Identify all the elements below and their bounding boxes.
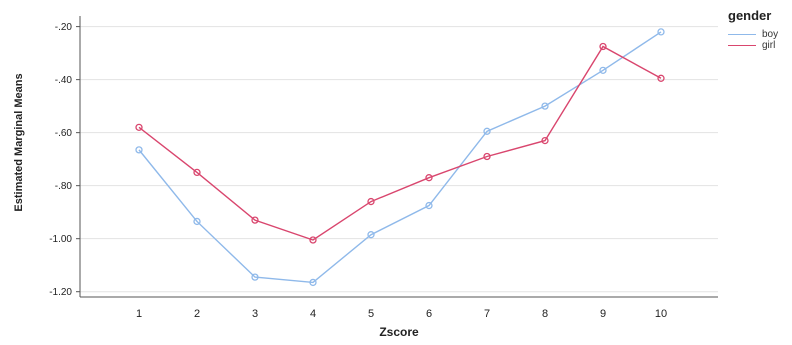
- x-tick-label: 8: [542, 308, 548, 320]
- x-tick-label: 2: [194, 308, 200, 320]
- data-point-girl: [251, 216, 259, 224]
- x-tick-label: 6: [426, 308, 432, 320]
- y-tick-label: -1.20: [49, 287, 72, 298]
- legend-label-boy: boy: [762, 29, 779, 40]
- x-tick-label: 9: [600, 308, 606, 320]
- data-point-girl: [309, 236, 317, 244]
- legend-swatch-boy: [728, 34, 756, 35]
- x-tick-label: 1: [136, 308, 142, 320]
- data-point-girl: [367, 197, 375, 206]
- y-tick-label: -1.00: [49, 234, 72, 245]
- y-tick-label: -.80: [55, 181, 73, 192]
- data-point-girl: [541, 136, 549, 145]
- data-point-boy: [657, 28, 665, 36]
- data-point-boy: [193, 217, 201, 226]
- data-point-boy: [483, 127, 491, 135]
- x-tick-label: 7: [484, 308, 490, 320]
- x-tick-label: 5: [368, 308, 374, 320]
- x-tick-label: 4: [310, 308, 316, 320]
- data-point-girl: [599, 42, 607, 51]
- data-point-boy: [599, 66, 607, 74]
- legend-item-girl: girl: [728, 40, 778, 51]
- data-point-girl: [193, 168, 201, 177]
- series-line-girl: [138, 45, 662, 241]
- y-tick-label: -.40: [55, 75, 73, 86]
- legend-label-girl: girl: [762, 40, 776, 51]
- x-axis-title: Zscore: [379, 325, 419, 339]
- data-point-boy: [541, 102, 549, 110]
- data-point-boy: [309, 278, 317, 287]
- data-point-boy: [425, 201, 433, 210]
- data-point-boy: [251, 273, 259, 281]
- data-point-girl: [483, 152, 491, 161]
- data-point-girl: [425, 174, 433, 182]
- data-point-boy: [367, 231, 375, 239]
- y-tick-label: -.60: [55, 128, 73, 139]
- legend-swatch-girl: [728, 45, 756, 46]
- legend: gender boy girl: [728, 8, 778, 51]
- series-line-boy: [138, 31, 662, 284]
- legend-item-boy: boy: [728, 29, 778, 40]
- y-axis-title: Estimated Marginal Means: [13, 73, 25, 211]
- data-point-girl: [657, 74, 665, 82]
- legend-title: gender: [728, 8, 772, 23]
- data-point-girl: [135, 123, 143, 131]
- x-tick-label: 10: [655, 308, 667, 320]
- y-tick-label: -.20: [55, 22, 73, 33]
- x-tick-label: 3: [252, 308, 258, 320]
- data-point-boy: [135, 146, 143, 154]
